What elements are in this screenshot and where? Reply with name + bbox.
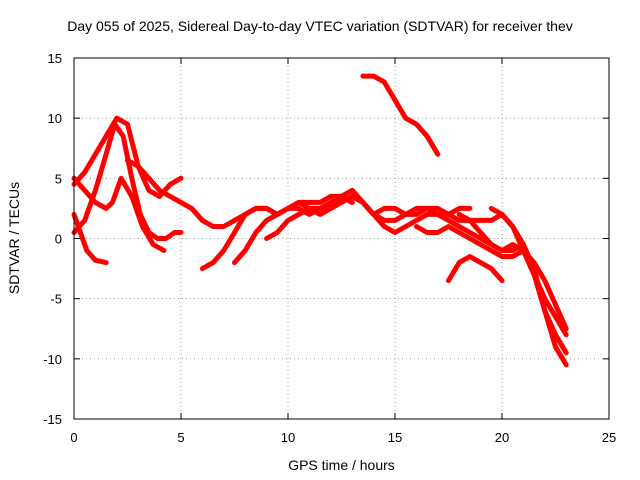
series-line-arc-13 bbox=[488, 205, 569, 368]
series-line-arc-3 bbox=[71, 121, 184, 241]
x-tick-label: 0 bbox=[70, 430, 77, 445]
x-axis-label: GPS time / hours bbox=[288, 457, 395, 473]
series-line-arc-11 bbox=[446, 254, 505, 284]
x-tick-label: 5 bbox=[177, 430, 184, 445]
y-tick-label: 15 bbox=[48, 51, 62, 66]
x-tick-label: 20 bbox=[495, 430, 509, 445]
y-axis-label: SDTVAR / TECUs bbox=[6, 181, 22, 295]
y-tick-label: -5 bbox=[50, 292, 62, 307]
tick-labels: 0 5 10 15 20 25 -15 -10 -5 0 5 10 15 bbox=[43, 51, 616, 445]
plot-series bbox=[71, 73, 569, 368]
series-line-arc-14 bbox=[360, 73, 441, 157]
y-tick-label: -15 bbox=[43, 412, 62, 427]
grid-lines bbox=[74, 58, 609, 419]
x-tick-label: 10 bbox=[281, 430, 295, 445]
series-line-arc-4 bbox=[71, 175, 167, 253]
plot-frame bbox=[73, 57, 610, 420]
y-tick-label: -10 bbox=[43, 352, 62, 367]
series-line-arc-10 bbox=[413, 224, 569, 332]
series-line-arc-5 bbox=[125, 157, 355, 229]
series-line-arc-8 bbox=[264, 193, 526, 253]
y-tick-label: 5 bbox=[55, 171, 62, 186]
chart-title: Day 055 of 2025, Sidereal Day-to-day VTE… bbox=[67, 18, 573, 34]
y-tick-label: 0 bbox=[55, 232, 62, 247]
x-tick-label: 25 bbox=[602, 430, 616, 445]
y-tick-label: 10 bbox=[48, 111, 62, 126]
x-tick-label: 15 bbox=[388, 430, 402, 445]
